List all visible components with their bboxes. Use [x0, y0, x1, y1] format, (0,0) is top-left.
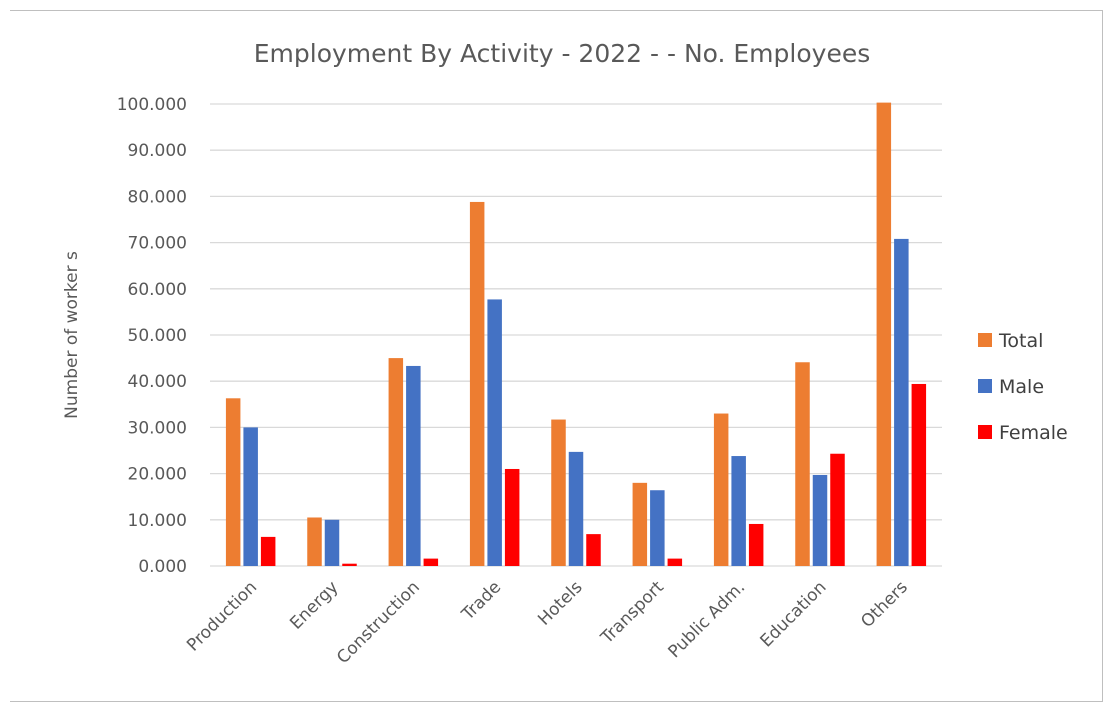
bar-female-5	[667, 558, 683, 566]
legend-swatch-male	[978, 379, 992, 393]
bar-female-6	[748, 523, 764, 566]
bar-male-7	[812, 474, 828, 566]
bar-female-4	[586, 534, 601, 566]
chart-title: Employment By Activity - 2022 - - No. Em…	[254, 39, 870, 68]
legend-label-total: Total	[998, 330, 1043, 352]
x-tick-label: Production	[183, 577, 261, 655]
y-tick-label: 60.000	[128, 280, 187, 300]
bar-female-8	[911, 383, 927, 566]
legend-label-male: Male	[999, 376, 1044, 398]
y-tick-label: 50.000	[128, 326, 187, 346]
x-tick-label: Construction	[333, 577, 424, 668]
bar-total-4	[551, 419, 566, 566]
bar-total-2	[388, 358, 404, 566]
y-tick-label: 0.000	[138, 557, 187, 577]
bar-female-0	[260, 536, 276, 566]
x-tick-label: Others	[857, 577, 912, 632]
x-tick-label: Trade	[457, 577, 505, 625]
bar-female-2	[423, 558, 439, 566]
y-tick-label: 80.000	[128, 187, 187, 207]
y-tick-label: 90.000	[128, 141, 187, 161]
y-tick-label: 100.000	[117, 95, 187, 115]
x-tick-label: Transport	[597, 577, 668, 648]
x-tick-label: Education	[757, 577, 831, 651]
legend-label-female: Female	[999, 422, 1068, 444]
bar-female-7	[830, 453, 845, 566]
bar-male-4	[568, 451, 584, 566]
bar-male-1	[324, 519, 340, 566]
y-tick-label: 30.000	[128, 418, 187, 438]
y-axis-title: Number of worker s	[62, 251, 82, 419]
legend-swatch-female	[978, 425, 992, 439]
bar-male-5	[650, 490, 665, 566]
x-tick-label: Hotels	[534, 577, 586, 629]
bar-total-5	[632, 482, 648, 566]
bar-female-3	[504, 468, 520, 566]
bar-male-3	[487, 299, 502, 566]
bar-total-7	[795, 362, 810, 566]
bar-male-8	[894, 238, 909, 567]
bar-male-0	[243, 427, 258, 566]
bar-male-6	[731, 456, 746, 566]
y-tick-label: 20.000	[128, 465, 187, 485]
x-tick-label: Public Adm.	[664, 577, 749, 662]
bar-total-0	[225, 398, 241, 566]
x-tick-label: Energy	[286, 577, 342, 633]
y-tick-label: 70.000	[128, 234, 187, 254]
bars	[225, 102, 927, 567]
y-tick-label: 40.000	[128, 372, 187, 392]
bar-total-3	[469, 201, 485, 566]
bar-male-2	[406, 365, 421, 566]
bar-total-1	[307, 517, 322, 566]
y-axis-ticks: 0.000 10.000 20.000 30.000 40.000 50.000 60.00…	[117, 95, 187, 577]
y-tick-label: 10.000	[128, 511, 187, 531]
legend: Total Male Female	[978, 330, 1068, 444]
bar-total-6	[713, 413, 729, 566]
bar-female-1	[342, 563, 357, 566]
legend-swatch-total	[978, 333, 992, 347]
bar-total-8	[876, 102, 892, 566]
chart-frame	[10, 10, 1103, 702]
